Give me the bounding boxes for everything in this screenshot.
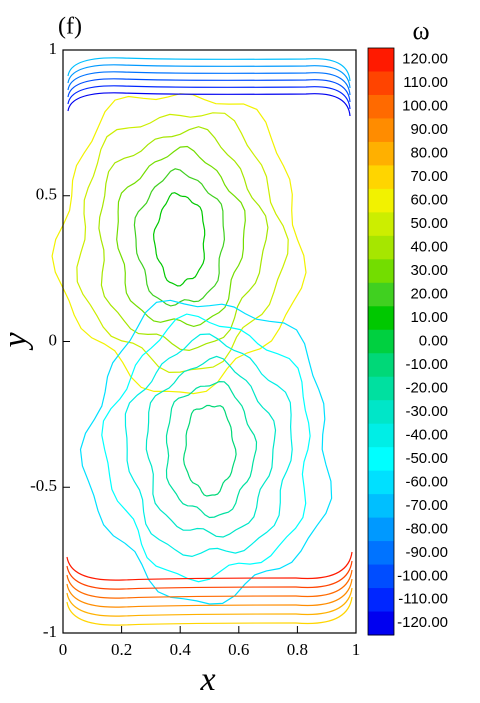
colorbar-swatch	[368, 400, 394, 425]
contour-line	[145, 355, 277, 538]
colorbar-swatch	[368, 611, 394, 636]
contour-line	[124, 333, 293, 558]
y-tick-label: 1	[49, 39, 58, 58]
colorbar-label: 10.00	[410, 309, 448, 326]
contour-line	[67, 78, 351, 103]
colorbar-label: -120.00	[397, 614, 448, 631]
contour-line	[152, 192, 206, 287]
colorbar-label: 60.00	[410, 192, 448, 209]
y-tick-label: 0.5	[36, 185, 57, 204]
colorbar-swatch	[368, 447, 394, 472]
colorbar-swatch	[368, 141, 394, 166]
colorbar-label: 100.00	[402, 98, 448, 115]
x-tick-label: 1	[352, 640, 361, 659]
y-tick-label: 0	[49, 330, 58, 349]
contour-line	[67, 92, 351, 117]
colorbar-title: ω	[412, 16, 429, 45]
x-axis-label: x	[199, 661, 215, 698]
colorbar-label: 120.00	[402, 51, 448, 68]
colorbar-swatch	[368, 235, 394, 260]
contour-line	[66, 587, 353, 617]
contour-line	[116, 145, 246, 328]
colorbar-swatch	[368, 376, 394, 401]
colorbar-swatch	[368, 212, 394, 237]
contour-line	[101, 313, 311, 583]
contour-line	[67, 71, 351, 96]
colorbar-label: -50.00	[405, 450, 448, 467]
colorbar-label: -20.00	[405, 379, 448, 396]
contour-line	[66, 551, 353, 581]
colorbar-swatch	[368, 564, 394, 589]
colorbar-label: 70.00	[410, 168, 448, 185]
contour-line	[165, 380, 258, 519]
colorbar-swatch	[368, 470, 394, 495]
colorbar-swatch	[368, 259, 394, 284]
colorbar-label: 20.00	[410, 286, 448, 303]
colorbar-label: -10.00	[405, 356, 448, 373]
colorbar-label: -100.00	[397, 567, 448, 584]
colorbar-label: 30.00	[410, 262, 448, 279]
colorbar-swatch	[368, 329, 394, 354]
colorbar-label: 40.00	[410, 239, 448, 256]
x-tick-label: 0.4	[170, 640, 192, 659]
contour-line	[51, 93, 307, 395]
colorbar-swatch	[368, 94, 394, 119]
contour-line	[67, 85, 351, 110]
contour-line	[67, 57, 351, 82]
colorbar-swatch	[368, 588, 394, 613]
contour-line	[66, 569, 353, 599]
colorbar-swatch	[368, 71, 394, 96]
colorbar-swatch	[368, 353, 394, 378]
contour-line	[67, 64, 351, 89]
colorbar-label: 90.00	[410, 121, 448, 138]
contour-line	[182, 404, 237, 497]
colorbar-swatch	[368, 517, 394, 542]
x-tick-label: 0	[59, 640, 68, 659]
colorbar-swatch	[368, 282, 394, 307]
contour-line	[98, 126, 269, 352]
contour-line	[66, 560, 353, 590]
x-tick-label: 0.8	[287, 640, 308, 659]
colorbar-label: -40.00	[405, 426, 448, 443]
colorbar-label: 0.00	[419, 332, 448, 349]
colorbar-label: 50.00	[410, 215, 448, 232]
contour-line	[66, 578, 353, 608]
y-tick-label: -0.5	[30, 476, 57, 495]
y-axis-label: y	[0, 332, 34, 351]
y-tick-label: -1	[43, 622, 57, 641]
colorbar-label: -110.00	[398, 591, 448, 608]
colorbar-swatch	[368, 541, 394, 566]
colorbar-swatch	[368, 188, 394, 213]
colorbar-label: -90.00	[405, 544, 448, 561]
contour-line	[79, 299, 333, 605]
contour-line	[133, 168, 226, 307]
colorbar-swatch	[368, 494, 394, 519]
contour-line	[76, 112, 289, 374]
colorbar-label: -70.00	[405, 497, 448, 514]
colorbar-frame	[367, 47, 395, 636]
colorbar-label: -60.00	[405, 473, 448, 490]
colorbar-swatch	[368, 306, 394, 331]
x-tick-label: 0.2	[111, 640, 132, 659]
contour-line	[66, 596, 353, 626]
panel-label: (f)	[58, 14, 82, 40]
x-tick-label: 0.6	[228, 640, 249, 659]
colorbar-swatch	[368, 118, 394, 143]
colorbar-swatch	[368, 48, 394, 72]
colorbar-label: 110.00	[403, 74, 448, 91]
colorbar-label: -30.00	[405, 403, 448, 420]
colorbar-swatch	[368, 423, 394, 448]
colorbar-label: 80.00	[410, 145, 448, 162]
colorbar-label: -80.00	[405, 520, 448, 537]
colorbar-swatch	[368, 165, 394, 190]
